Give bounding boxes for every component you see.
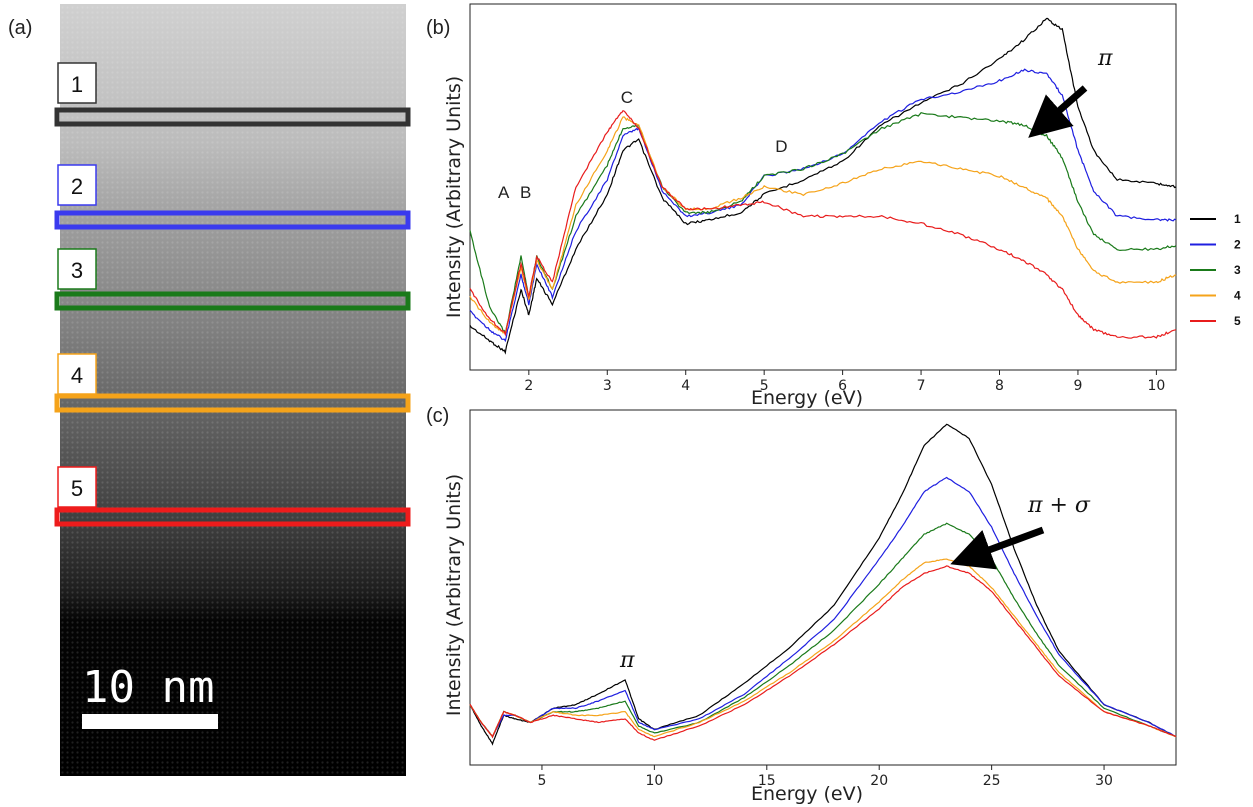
region-label-2: 2 [71, 174, 83, 199]
panel-label-c: (c) [426, 405, 449, 427]
micrograph-lattice-texture [60, 4, 406, 776]
region-label-4: 4 [71, 363, 83, 388]
region-label-box-1 [57, 62, 97, 104]
chart-c-xtick-label-30: 30 [1095, 773, 1113, 789]
chart-c-xlabel: Energy (eV) [751, 783, 863, 805]
legend-label-2: 2 [1234, 238, 1241, 252]
chart-c: 5 10 15 20 25 30 [469, 409, 1177, 789]
region-label-box-2 [57, 164, 97, 206]
chart-c-frame [469, 409, 1177, 766]
region-marker-4 [54, 393, 411, 413]
chart-b-series-5 [469, 109, 1177, 339]
chart-c-xtick-label-10: 10 [645, 773, 663, 789]
chart-b-xtick-label-8: 8 [995, 378, 1004, 394]
chart-c-xtick-label-5: 5 [537, 773, 546, 789]
chart-b-xtick-label-5: 5 [760, 378, 769, 394]
region-marker-3 [54, 291, 411, 311]
chart-c-pi-sigma-label: π + σ [1027, 493, 1091, 518]
chart-b-peak-label-B: B [520, 183, 531, 202]
region-marker-5 [54, 507, 411, 527]
region-label-box-3 [57, 248, 97, 290]
chart-b-xtick-label-6: 6 [838, 378, 847, 394]
scale-bar-label: 10 nm [82, 662, 214, 713]
region-label-5: 5 [71, 476, 83, 501]
chart-b-ylabel: Intensity (Arbitrary Units) [443, 76, 465, 318]
micrograph-panel: 1 2 3 4 5 10 nm [54, 4, 411, 776]
chart-c-xtick-label-25: 25 [983, 773, 1001, 789]
legend-label-5: 5 [1234, 314, 1241, 328]
legend-label-4: 4 [1234, 289, 1241, 303]
chart-b-peak-label-C: C [621, 88, 633, 107]
chart-c-series-4 [469, 558, 1177, 738]
chart-c-pi-sigma-arrow [950, 526, 1045, 570]
panel-label-a: (a) [8, 17, 32, 39]
chart-b-xtick-label-4: 4 [681, 378, 690, 394]
legend-label-1: 1 [1234, 212, 1241, 226]
region-label-3: 3 [71, 258, 83, 283]
chart-b-legend: 1 2 3 4 5 [1190, 212, 1241, 328]
region-marker-2 [54, 210, 411, 230]
chart-c-xtick-label-15: 15 [758, 773, 776, 789]
chart-b-xtick-label-10: 10 [1147, 378, 1165, 394]
chart-b-xtick-label-7: 7 [917, 378, 926, 394]
chart-b-xtick-label-9: 9 [1073, 378, 1082, 394]
chart-b: 2 3 4 5 6 7 8 9 10 A B C D [469, 3, 1177, 394]
chart-c-ylabel: Intensity (Arbitrary Units) [443, 474, 465, 716]
chart-c-xtick-label-20: 20 [870, 773, 888, 789]
chart-b-series-3 [469, 112, 1177, 335]
chart-b-xlabel: Energy (eV) [751, 387, 863, 409]
chart-b-xtick-label-2: 2 [524, 378, 533, 394]
chart-b-peak-label-A: A [498, 183, 510, 202]
region-marker-1 [54, 107, 411, 127]
chart-c-series-1 [469, 423, 1177, 746]
chart-b-pi-label: π [1097, 46, 1113, 71]
legend-label-3: 3 [1234, 263, 1241, 277]
panel-label-b: (b) [426, 17, 450, 39]
chart-c-series-5 [469, 565, 1177, 741]
chart-b-pi-arrow [1028, 85, 1088, 138]
chart-b-peak-label-D: D [775, 137, 787, 156]
chart-b-xtick-label-3: 3 [603, 378, 612, 394]
chart-b-series-4 [469, 116, 1177, 335]
region-label-box-5 [57, 466, 97, 508]
region-label-1: 1 [71, 72, 83, 97]
scale-bar [82, 714, 218, 729]
chart-c-pi-label: π [619, 648, 635, 673]
